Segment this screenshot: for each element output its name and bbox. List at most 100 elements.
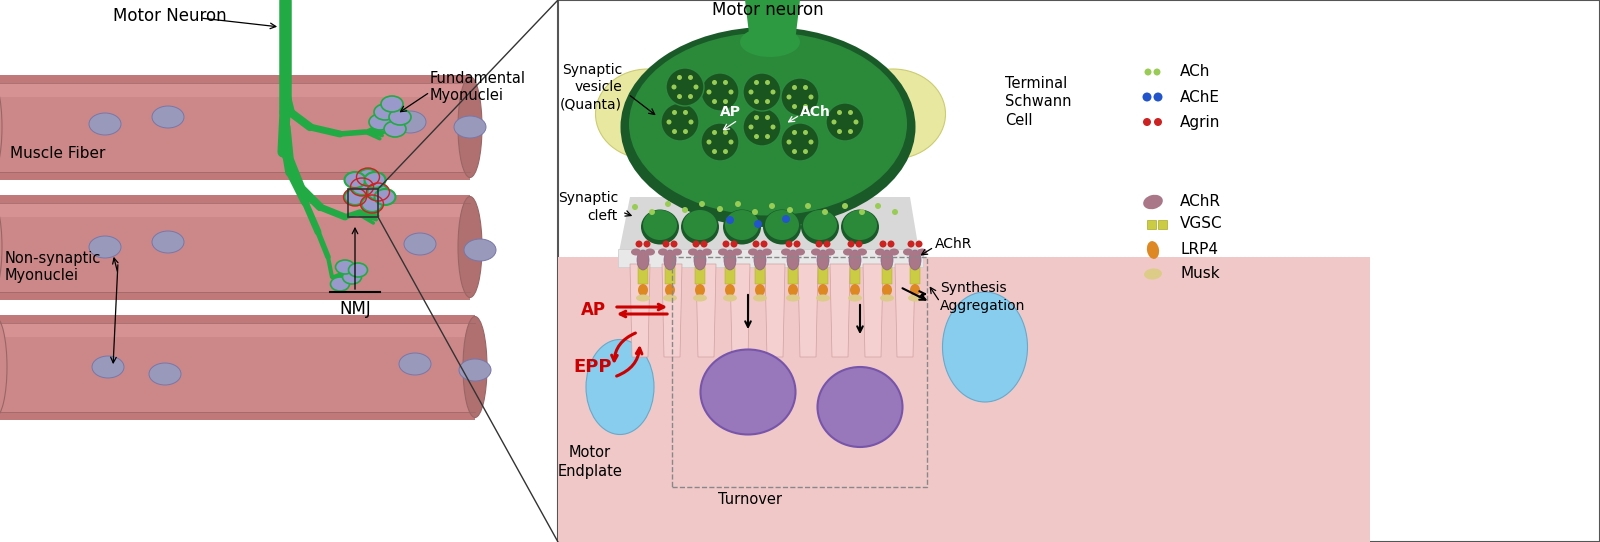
Ellipse shape: [643, 210, 677, 240]
Polygon shape: [730, 264, 750, 357]
Ellipse shape: [770, 203, 774, 209]
Polygon shape: [798, 264, 818, 357]
Ellipse shape: [389, 109, 411, 125]
Ellipse shape: [723, 294, 738, 301]
Text: Motor
Endplate: Motor Endplate: [557, 445, 622, 479]
Ellipse shape: [0, 76, 2, 177]
Text: Motor neuron: Motor neuron: [712, 1, 824, 19]
Ellipse shape: [794, 241, 800, 248]
Ellipse shape: [942, 292, 1027, 402]
Ellipse shape: [771, 125, 776, 130]
Ellipse shape: [1154, 93, 1163, 101]
Bar: [666, 264, 675, 284]
Ellipse shape: [650, 209, 654, 215]
Ellipse shape: [826, 248, 835, 255]
Ellipse shape: [754, 99, 758, 104]
Ellipse shape: [880, 294, 894, 301]
Ellipse shape: [765, 99, 770, 104]
Ellipse shape: [688, 248, 698, 255]
Ellipse shape: [701, 73, 739, 111]
Polygon shape: [830, 264, 850, 357]
Ellipse shape: [882, 284, 893, 296]
Ellipse shape: [734, 201, 741, 207]
Ellipse shape: [792, 149, 797, 154]
Ellipse shape: [754, 80, 758, 85]
Ellipse shape: [645, 248, 654, 255]
Ellipse shape: [344, 172, 365, 188]
Ellipse shape: [464, 239, 496, 261]
Bar: [0, 314, 475, 420]
Ellipse shape: [848, 129, 853, 134]
Ellipse shape: [336, 260, 355, 274]
Text: Non-synaptic
Myonuclei: Non-synaptic Myonuclei: [5, 251, 101, 283]
Ellipse shape: [403, 233, 435, 255]
Ellipse shape: [621, 27, 915, 227]
Ellipse shape: [902, 248, 914, 255]
Ellipse shape: [683, 210, 717, 240]
Bar: [0, 74, 470, 179]
Bar: [0, 322, 475, 337]
Ellipse shape: [781, 123, 819, 161]
Text: Agrin: Agrin: [1181, 114, 1221, 130]
Bar: [0, 322, 475, 411]
Polygon shape: [696, 264, 717, 357]
Ellipse shape: [818, 367, 902, 447]
Ellipse shape: [707, 89, 712, 94]
Ellipse shape: [765, 80, 770, 85]
Ellipse shape: [787, 139, 792, 145]
Ellipse shape: [723, 99, 728, 104]
Text: Musk: Musk: [1181, 267, 1219, 281]
Ellipse shape: [701, 123, 739, 161]
Ellipse shape: [462, 317, 486, 417]
Text: LRP4: LRP4: [1181, 242, 1218, 257]
Bar: [638, 264, 648, 284]
Ellipse shape: [357, 169, 379, 185]
Ellipse shape: [875, 248, 885, 255]
Ellipse shape: [454, 116, 486, 138]
Ellipse shape: [152, 106, 184, 128]
Ellipse shape: [637, 294, 650, 301]
Ellipse shape: [723, 149, 728, 154]
Ellipse shape: [848, 241, 854, 248]
Bar: [558, 257, 1370, 542]
Bar: [1158, 220, 1166, 229]
Ellipse shape: [90, 236, 122, 258]
Ellipse shape: [822, 209, 829, 215]
Ellipse shape: [853, 119, 859, 125]
Ellipse shape: [915, 241, 923, 248]
Ellipse shape: [803, 210, 837, 240]
Ellipse shape: [694, 250, 706, 270]
Ellipse shape: [763, 210, 802, 244]
Ellipse shape: [843, 248, 853, 255]
Text: Terminal
Schwann
Cell: Terminal Schwann Cell: [1005, 76, 1072, 128]
Ellipse shape: [832, 119, 837, 125]
Bar: [0, 203, 470, 216]
Text: ACh: ACh: [1181, 64, 1210, 80]
Ellipse shape: [701, 241, 707, 248]
Ellipse shape: [749, 125, 754, 130]
Ellipse shape: [1144, 68, 1152, 75]
Ellipse shape: [635, 241, 643, 248]
Ellipse shape: [752, 241, 760, 248]
Text: VGSC: VGSC: [1181, 216, 1222, 231]
Ellipse shape: [398, 353, 430, 375]
Ellipse shape: [699, 201, 706, 207]
Ellipse shape: [749, 248, 758, 255]
Text: AChR: AChR: [934, 237, 973, 251]
Ellipse shape: [803, 149, 808, 154]
Ellipse shape: [893, 209, 898, 215]
Ellipse shape: [344, 189, 365, 205]
Ellipse shape: [762, 248, 771, 255]
Ellipse shape: [749, 89, 754, 94]
Polygon shape: [662, 264, 682, 357]
Ellipse shape: [629, 33, 907, 216]
Ellipse shape: [658, 248, 669, 255]
Text: Synaptic
cleft: Synaptic cleft: [558, 191, 618, 223]
Ellipse shape: [677, 94, 682, 99]
Ellipse shape: [826, 103, 864, 141]
Ellipse shape: [728, 139, 733, 145]
Bar: [0, 82, 470, 96]
Text: Motor Neuron: Motor Neuron: [114, 7, 227, 25]
Ellipse shape: [331, 277, 349, 291]
Ellipse shape: [93, 356, 125, 378]
